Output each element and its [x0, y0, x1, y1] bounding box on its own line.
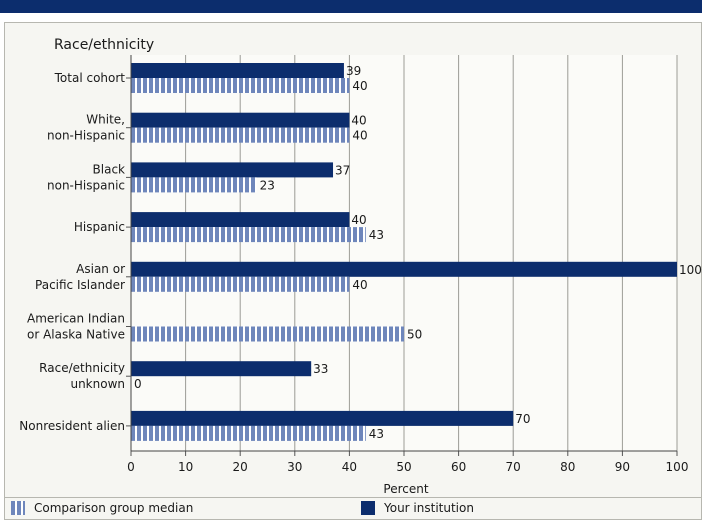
x-axis-title: Percent	[383, 482, 428, 496]
category-label-6: Race/ethnicity unknown	[39, 361, 125, 391]
category-label-line: unknown	[70, 377, 125, 391]
x-tick-label-70: 70	[506, 460, 521, 474]
y-axis-title: Race/ethnicity	[54, 37, 154, 53]
value-label-comparison-2: 23	[260, 178, 275, 192]
x-tick-label-90: 90	[615, 460, 630, 474]
legend-item-comparison: Comparison group median	[11, 501, 193, 515]
category-label-line: Race/ethnicity	[39, 361, 125, 375]
bar-comparison-0	[131, 78, 350, 93]
category-label-line: non-Hispanic	[47, 129, 125, 143]
category-label-line: or Alaska Native	[27, 328, 125, 342]
category-label-line: Black	[93, 162, 126, 176]
value-label-comparison-3: 43	[369, 228, 384, 242]
category-label-5: American Indian or Alaska Native	[27, 312, 125, 342]
x-tick-label-80: 80	[560, 460, 575, 474]
category-label-line: Asian or	[76, 262, 125, 276]
category-label-line: American Indian	[27, 312, 125, 326]
chart-panel: 0 10 20 30 40 50 60 70 80 90 100 Race/ethnicity Perc…	[4, 22, 702, 498]
bar-comparison-3	[131, 227, 366, 243]
bar-institution-7	[131, 410, 514, 426]
category-label-line: Nonresident alien	[19, 419, 125, 433]
value-label-comparison-4: 40	[352, 278, 367, 292]
legend-item-institution: Your institution	[361, 501, 474, 515]
category-label-line: Pacific Islander	[35, 278, 125, 292]
category-label-3: Hispanic	[74, 220, 125, 234]
bar-comparison-1	[131, 127, 350, 143]
bar-institution-1	[131, 112, 350, 128]
x-tick-label-20: 20	[233, 460, 248, 474]
value-label-institution-7: 70	[515, 412, 530, 426]
value-label-institution-3: 40	[351, 213, 366, 227]
bar-institution-3	[131, 212, 350, 228]
category-label-1: White, non-Hispanic	[47, 113, 125, 143]
value-label-institution-4: 100	[679, 263, 702, 277]
bar-comparison-2	[131, 177, 257, 193]
x-tick-label-50: 50	[396, 460, 411, 474]
bar-comparison-5	[131, 326, 404, 342]
category-label-line: White,	[86, 113, 125, 127]
legend-label-institution: Your institution	[384, 501, 474, 515]
value-label-institution-6: 33	[313, 362, 328, 376]
category-label-0: Total cohort	[54, 71, 126, 85]
legend-swatch-comparison	[11, 501, 25, 515]
category-label-7: Nonresident alien	[19, 419, 125, 433]
bar-institution-0	[131, 63, 344, 78]
category-label-line: Hispanic	[74, 220, 125, 234]
x-tick-label-60: 60	[451, 460, 466, 474]
value-label-comparison-0: 40	[352, 79, 367, 93]
legend-swatch-institution	[361, 501, 375, 515]
header-band	[0, 0, 702, 13]
value-label-institution-0: 39	[346, 64, 361, 78]
value-label-comparison-7: 43	[369, 427, 384, 441]
bar-institution-6	[131, 361, 312, 377]
x-tick-label-0: 0	[127, 460, 135, 474]
category-label-line: non-Hispanic	[47, 178, 125, 192]
value-label-institution-1: 40	[351, 114, 366, 128]
bar-institution-2	[131, 162, 334, 178]
x-tick-label-30: 30	[287, 460, 302, 474]
category-label-line: Total cohort	[54, 71, 126, 85]
value-label-institution-2: 37	[335, 163, 350, 177]
value-label-comparison-1: 40	[352, 129, 367, 143]
legend: Comparison group median Your institution	[4, 498, 702, 520]
bar-chart: 0 10 20 30 40 50 60 70 80 90 100 Race/ethnicity Perc…	[19, 37, 702, 496]
bar-institution-4	[131, 261, 677, 277]
value-label-comparison-6: 0	[134, 377, 142, 391]
x-tick-label-40: 40	[342, 460, 357, 474]
bar-comparison-4	[131, 276, 350, 292]
x-tick-label-10: 10	[178, 460, 193, 474]
category-label-4: Asian or Pacific Islander	[35, 262, 125, 292]
bar-comparison-7	[131, 425, 366, 441]
x-tick-label-100: 100	[666, 460, 689, 474]
category-label-2: Black non-Hispanic	[47, 162, 125, 192]
value-label-comparison-5: 50	[407, 328, 422, 342]
legend-label-comparison: Comparison group median	[34, 501, 194, 515]
